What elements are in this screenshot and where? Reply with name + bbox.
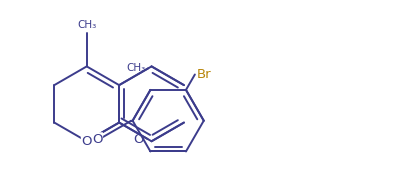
Text: O: O [82,135,92,148]
Text: CH₃: CH₃ [126,63,145,73]
Text: CH₃: CH₃ [77,20,96,30]
Text: O: O [92,133,102,146]
Text: Br: Br [197,68,212,81]
Text: O: O [82,135,92,148]
Text: O: O [133,132,144,145]
